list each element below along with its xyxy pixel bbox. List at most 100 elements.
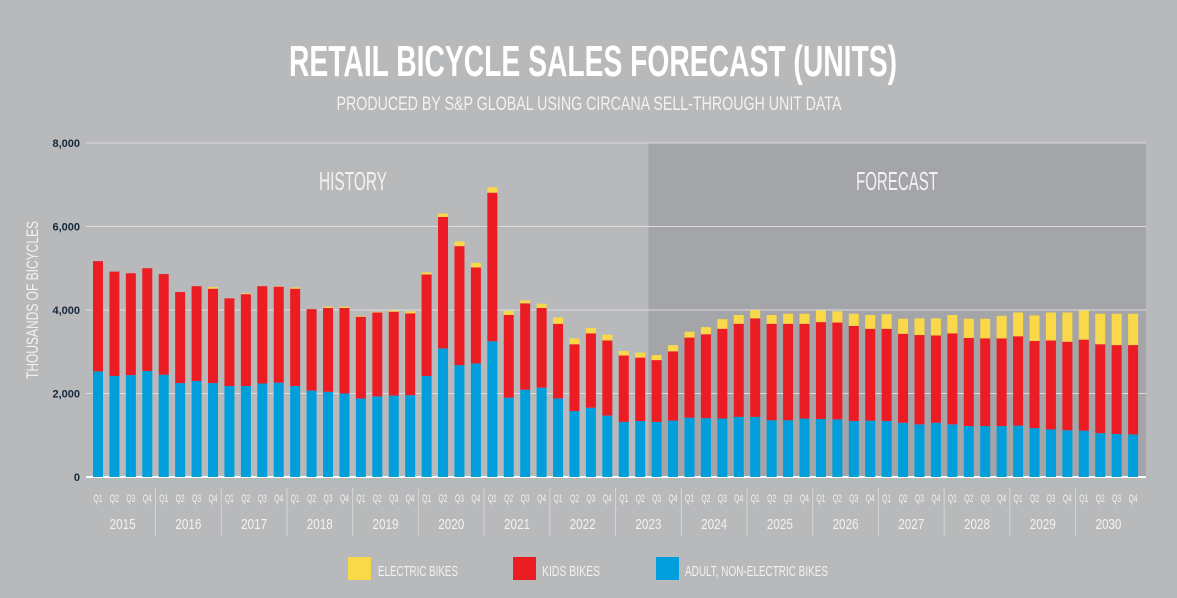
bar-kids <box>257 286 268 384</box>
x-tick-year: 2024 <box>701 516 727 533</box>
bar-electric <box>783 313 794 324</box>
legend-swatch-adult <box>656 557 679 580</box>
x-tick-quarter: Q4 <box>1129 493 1138 505</box>
bar-stack <box>405 311 416 477</box>
bar-stack <box>569 338 580 477</box>
bar-stack <box>191 286 202 477</box>
x-tick-quarter: Q2 <box>504 493 513 505</box>
bar-adult <box>438 348 449 477</box>
bar-stack <box>372 311 383 477</box>
bar-adult <box>733 416 744 477</box>
bar-kids <box>306 309 317 391</box>
bar-stack <box>618 350 629 477</box>
bar-adult <box>125 375 136 477</box>
bar-kids <box>766 323 777 421</box>
bar-electric <box>848 313 859 326</box>
bar-stack <box>503 310 514 477</box>
bar-adult <box>799 418 810 477</box>
x-tick-year: 2018 <box>307 516 333 533</box>
x-tick-quarter: Q1 <box>225 493 234 505</box>
bar-stack <box>388 310 399 477</box>
bar-adult <box>355 398 366 477</box>
bar-electric <box>585 327 596 334</box>
bar-stack <box>930 318 941 477</box>
x-tick-quarter: Q3 <box>455 493 464 505</box>
bar-stack <box>520 300 531 477</box>
bar-stack <box>93 261 103 477</box>
bar-stack <box>783 313 794 477</box>
bar-electric <box>339 306 350 308</box>
x-tick-quarter: Q2 <box>176 493 185 505</box>
bar-adult <box>503 397 514 477</box>
bar-adult <box>684 417 695 477</box>
bar-stack <box>1062 312 1073 477</box>
bar-kids <box>1095 344 1106 434</box>
bar-kids <box>996 338 1007 427</box>
x-tick-quarter: Q1 <box>948 493 957 505</box>
bar-kids <box>865 328 876 421</box>
x-tick-quarter: Q3 <box>849 493 858 505</box>
bar-electric <box>996 315 1007 339</box>
x-tick-quarter: Q3 <box>586 493 595 505</box>
bar-kids <box>142 268 153 371</box>
history-label: HISTORY <box>319 166 387 196</box>
bar-electric <box>832 311 843 323</box>
bar-adult <box>585 407 596 477</box>
bar-stack <box>273 286 284 477</box>
bar-electric <box>487 187 498 193</box>
x-tick-quarter: Q2 <box>767 493 776 505</box>
bar-adult <box>175 383 186 477</box>
bar-adult <box>1111 433 1122 477</box>
bar-adult <box>339 393 350 477</box>
bar-kids <box>240 294 251 386</box>
bar-stack <box>700 327 711 477</box>
bar-stack <box>109 271 120 477</box>
bar-kids <box>175 292 186 384</box>
bar-kids <box>208 288 219 384</box>
bar-electric <box>930 318 941 336</box>
x-tick-quarter: Q1 <box>488 493 497 505</box>
bar-adult <box>240 385 251 477</box>
bar-kids <box>898 333 909 423</box>
bar-electric <box>503 310 514 316</box>
x-tick-year: 2025 <box>767 516 793 533</box>
bar-kids <box>750 318 761 417</box>
legend-label-electric: ELECTRIC BIKES <box>378 563 458 580</box>
x-tick-year: 2016 <box>175 516 201 533</box>
bar-stack <box>585 327 596 477</box>
bar-kids <box>1078 339 1089 431</box>
bar-stack <box>996 315 1007 477</box>
bar-adult <box>980 426 991 477</box>
x-tick-quarter: Q2 <box>439 493 448 505</box>
bar-adult <box>930 422 941 477</box>
x-tick-quarter: Q1 <box>751 493 760 505</box>
forecast-label: FORECAST <box>856 166 938 196</box>
bar-kids <box>290 288 301 386</box>
bar-kids <box>323 307 334 392</box>
x-tick-quarter: Q1 <box>159 493 168 505</box>
bar-stack <box>865 315 876 477</box>
bar-stack <box>290 287 301 477</box>
bar-adult <box>881 421 892 477</box>
bar-kids <box>93 261 103 372</box>
x-tick-quarter: Q1 <box>356 493 365 505</box>
x-tick-quarter: Q4 <box>537 493 546 505</box>
bar-electric <box>684 331 695 338</box>
x-tick-quarter: Q3 <box>192 493 201 505</box>
bar-kids <box>503 315 514 398</box>
bar-stack <box>799 313 810 477</box>
x-tick-year: 2021 <box>504 516 530 533</box>
bar-stack <box>470 262 481 477</box>
bar-adult <box>1128 434 1139 477</box>
x-tick-quarter: Q1 <box>882 493 891 505</box>
bar-kids <box>881 328 892 422</box>
bar-electric <box>799 313 810 324</box>
x-tick-quarter: Q1 <box>422 493 431 505</box>
bar-stack <box>914 318 925 477</box>
x-tick-quarter: Q2 <box>373 493 382 505</box>
x-tick-quarter: Q4 <box>209 493 218 505</box>
bar-adult <box>651 421 662 477</box>
bar-electric <box>1062 312 1073 342</box>
x-tick-year: 2023 <box>635 516 661 533</box>
bar-electric <box>815 310 826 323</box>
